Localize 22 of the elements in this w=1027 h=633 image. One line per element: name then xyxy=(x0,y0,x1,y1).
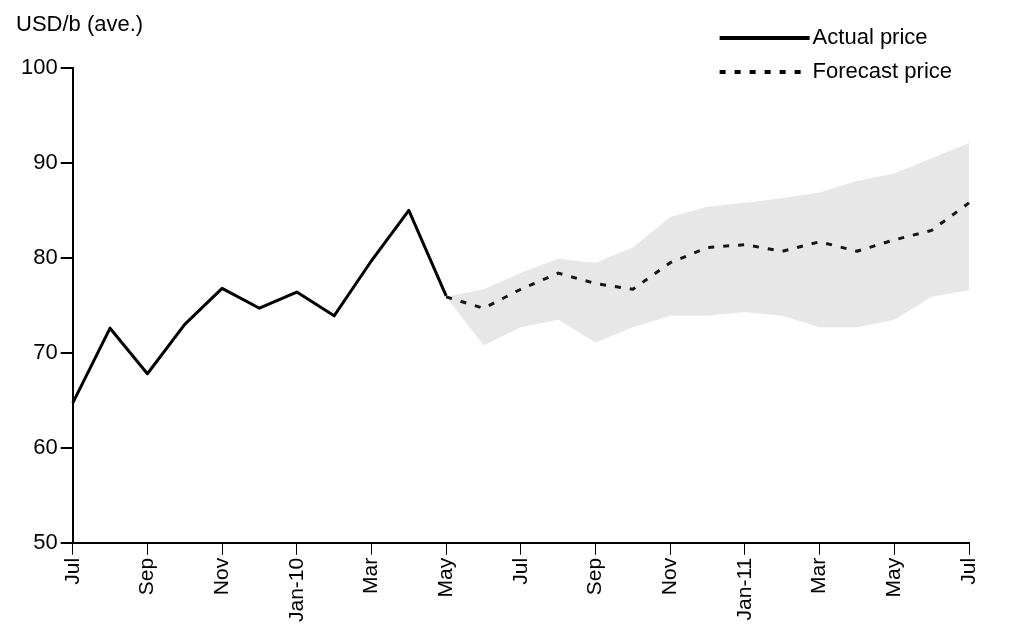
legend-label: Forecast price xyxy=(812,58,953,84)
y-tick-label: 100 xyxy=(20,54,58,80)
x-tick-label: Nov xyxy=(657,557,681,596)
x-tick-label: Jul xyxy=(507,557,531,585)
y-tick-label: 60 xyxy=(33,433,58,459)
y-tick-label: 80 xyxy=(33,243,58,269)
y-axis-title: USD/b (ave.) xyxy=(16,11,144,37)
x-tick-label: Sep xyxy=(582,557,606,596)
x-tick-label: Jan-11 xyxy=(731,557,755,621)
y-tick-label: 90 xyxy=(33,149,58,175)
x-tick-label: Jul xyxy=(955,557,979,585)
x-tick-label: May xyxy=(432,557,456,598)
legend-label: Actual price xyxy=(812,24,928,50)
x-tick-label: Mar xyxy=(806,557,830,594)
x-tick-label: Nov xyxy=(208,557,232,596)
x-tick-label: Jan-10 xyxy=(283,557,307,623)
y-tick-label: 50 xyxy=(33,528,58,554)
x-tick-label: Sep xyxy=(134,557,158,596)
x-tick-label: May xyxy=(881,557,905,598)
x-tick-label: Jul xyxy=(59,557,83,585)
x-tick-label: Mar xyxy=(358,557,382,594)
y-tick-label: 70 xyxy=(33,338,58,364)
